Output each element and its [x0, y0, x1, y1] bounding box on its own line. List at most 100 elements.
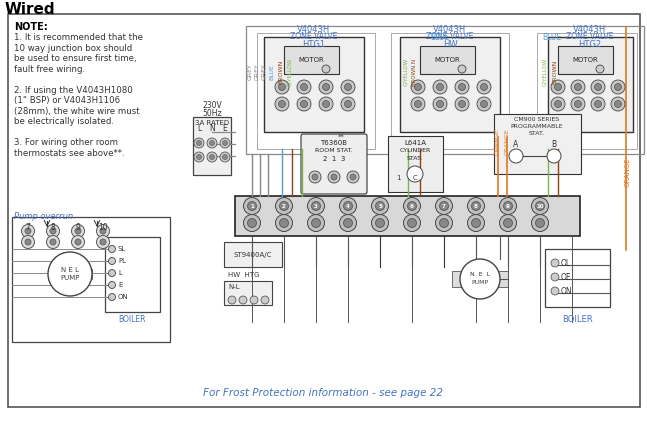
- Circle shape: [223, 141, 228, 146]
- Bar: [420, 46, 475, 74]
- Text: 10: 10: [98, 223, 108, 232]
- Circle shape: [72, 235, 85, 249]
- Circle shape: [197, 141, 201, 146]
- Bar: [545, 249, 610, 307]
- Text: OE: OE: [561, 273, 572, 281]
- Circle shape: [591, 97, 605, 111]
- Circle shape: [472, 201, 481, 211]
- Circle shape: [341, 80, 355, 94]
- Circle shape: [239, 296, 247, 304]
- Circle shape: [207, 138, 217, 148]
- Bar: [388, 136, 443, 192]
- Circle shape: [322, 84, 329, 90]
- Text: 2. If using the V4043H1080: 2. If using the V4043H1080: [14, 86, 133, 95]
- Circle shape: [371, 197, 388, 214]
- Text: 10: 10: [536, 203, 543, 208]
- Circle shape: [96, 225, 109, 238]
- Text: For Frost Protection information - see page 22: For Frost Protection information - see p…: [203, 388, 443, 398]
- Circle shape: [575, 100, 582, 108]
- Circle shape: [455, 97, 469, 111]
- Circle shape: [25, 239, 31, 245]
- Bar: [246, 26, 644, 154]
- Text: G/YELLOW: G/YELLOW: [404, 58, 408, 86]
- Circle shape: [509, 149, 523, 163]
- Circle shape: [551, 97, 565, 111]
- Circle shape: [344, 100, 351, 108]
- Circle shape: [350, 174, 356, 180]
- Text: 3: 3: [314, 203, 318, 208]
- Circle shape: [536, 201, 545, 211]
- Circle shape: [571, 80, 585, 94]
- Circle shape: [194, 152, 204, 162]
- Circle shape: [439, 201, 448, 211]
- Circle shape: [531, 214, 549, 232]
- Circle shape: [328, 171, 340, 183]
- Bar: [303, 136, 365, 192]
- Circle shape: [468, 214, 485, 232]
- Circle shape: [197, 154, 201, 160]
- Circle shape: [50, 228, 56, 234]
- Text: N-L: N-L: [228, 284, 240, 290]
- Circle shape: [554, 100, 562, 108]
- Circle shape: [100, 239, 106, 245]
- Bar: [284, 46, 339, 74]
- Text: E: E: [118, 282, 122, 288]
- Circle shape: [278, 100, 285, 108]
- Text: N: N: [209, 124, 215, 133]
- Bar: [224, 281, 272, 305]
- Circle shape: [21, 235, 34, 249]
- Circle shape: [481, 84, 487, 90]
- Circle shape: [228, 296, 236, 304]
- Circle shape: [611, 97, 625, 111]
- Text: OL: OL: [561, 259, 571, 268]
- Circle shape: [220, 138, 230, 148]
- Circle shape: [300, 100, 307, 108]
- Text: 2  1  3: 2 1 3: [323, 156, 345, 162]
- Bar: [105, 237, 160, 312]
- Circle shape: [458, 65, 466, 73]
- Bar: [224, 242, 282, 267]
- FancyBboxPatch shape: [301, 134, 367, 194]
- Text: GREY: GREY: [261, 64, 267, 81]
- Circle shape: [210, 154, 215, 160]
- Circle shape: [596, 65, 604, 73]
- Text: 6: 6: [410, 203, 414, 208]
- Text: N E L: N E L: [61, 267, 79, 273]
- Circle shape: [571, 97, 585, 111]
- Circle shape: [297, 80, 311, 94]
- Text: Wired: Wired: [5, 2, 56, 17]
- Text: ZONE VALVE: ZONE VALVE: [291, 32, 338, 41]
- Circle shape: [50, 239, 56, 245]
- Text: 7: 7: [26, 223, 30, 232]
- Text: GREY: GREY: [248, 64, 252, 81]
- Circle shape: [309, 171, 321, 183]
- Bar: [494, 114, 581, 174]
- Text: ZONE VALVE: ZONE VALVE: [426, 32, 474, 41]
- Circle shape: [344, 201, 353, 211]
- Text: ST9400A/C: ST9400A/C: [234, 252, 272, 258]
- Circle shape: [276, 214, 292, 232]
- Circle shape: [194, 138, 204, 148]
- Circle shape: [275, 80, 289, 94]
- Circle shape: [547, 149, 561, 163]
- Circle shape: [411, 80, 425, 94]
- Bar: [193, 117, 231, 175]
- Circle shape: [312, 174, 318, 180]
- Circle shape: [375, 219, 384, 227]
- Text: GREY: GREY: [254, 64, 259, 81]
- Text: Pump overrun: Pump overrun: [14, 212, 73, 221]
- Circle shape: [307, 197, 325, 214]
- Bar: [391, 33, 509, 149]
- Circle shape: [340, 214, 356, 232]
- Circle shape: [477, 80, 491, 94]
- Bar: [452, 271, 462, 287]
- Text: BLUE: BLUE: [270, 64, 274, 80]
- Circle shape: [611, 80, 625, 94]
- Circle shape: [408, 219, 417, 227]
- Circle shape: [25, 228, 31, 234]
- Bar: [558, 46, 613, 74]
- Text: 230V: 230V: [202, 101, 222, 110]
- Text: 10 way junction box should: 10 way junction box should: [14, 43, 132, 52]
- Circle shape: [109, 281, 116, 289]
- Circle shape: [311, 219, 320, 227]
